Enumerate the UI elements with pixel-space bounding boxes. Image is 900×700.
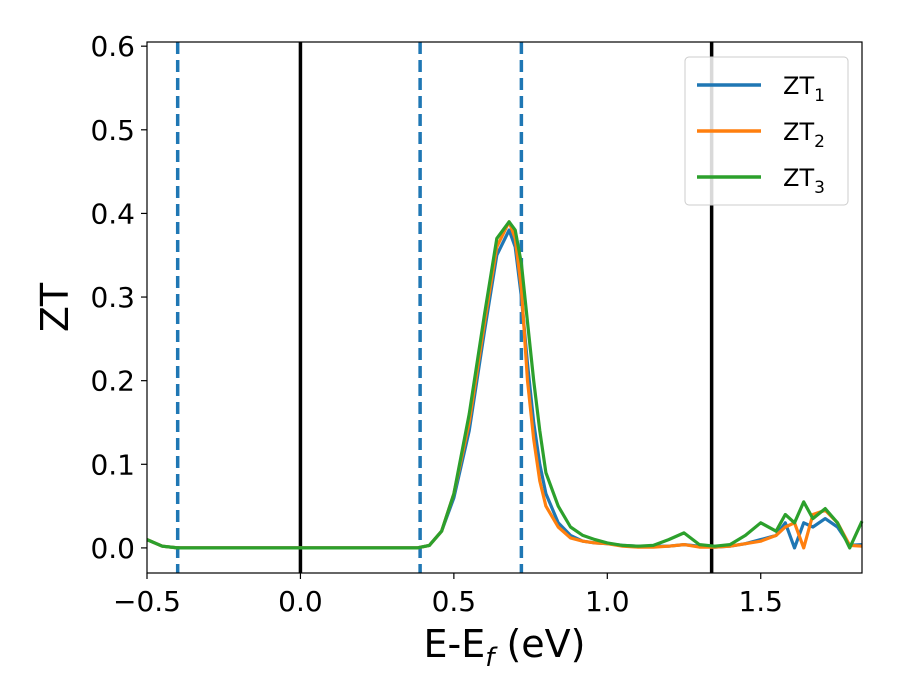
x-tick-label: 1.5 (738, 585, 783, 618)
y-tick-label: 0.2 (90, 365, 135, 398)
x-axis-label-main: E-E (424, 622, 486, 666)
y-axis-label: ZT (33, 282, 77, 332)
x-axis-label: E-Ef (eV) (424, 622, 586, 673)
series-line-3 (146, 220, 864, 550)
x-axis: −0.5 0.0 0.5 1.0 1.5 (113, 573, 783, 618)
series-line-1 (146, 228, 863, 550)
y-tick-label: 0.3 (90, 281, 135, 314)
x-tick-label: 0.5 (432, 585, 477, 618)
x-tick-label: 0.0 (278, 585, 323, 618)
y-tick-label: 0.1 (90, 448, 135, 481)
series-lines (146, 220, 864, 550)
series-line-2 (146, 220, 863, 550)
reference-lines (175, 42, 714, 573)
x-tick-label: −0.5 (113, 585, 181, 618)
legend-label-2: ZT2 (783, 118, 825, 152)
y-tick-label: 0.5 (90, 114, 135, 147)
x-tick-label: 1.0 (585, 585, 630, 618)
legend-label-3: ZT3 (783, 164, 825, 198)
y-axis: 0.0 0.1 0.2 0.3 0.4 0.5 0.6 (90, 30, 147, 565)
y-tick-label: 0.6 (90, 30, 135, 63)
legend-box (684, 56, 849, 206)
y-tick-label: 0.4 (90, 197, 135, 230)
legend: ZT1 ZT2 ZT3 (684, 56, 849, 206)
y-tick-label: 0.0 (90, 532, 135, 565)
plot-frame (146, 41, 863, 574)
x-axis-label-unit: (eV) (494, 622, 585, 666)
legend-label-1: ZT1 (783, 72, 825, 106)
